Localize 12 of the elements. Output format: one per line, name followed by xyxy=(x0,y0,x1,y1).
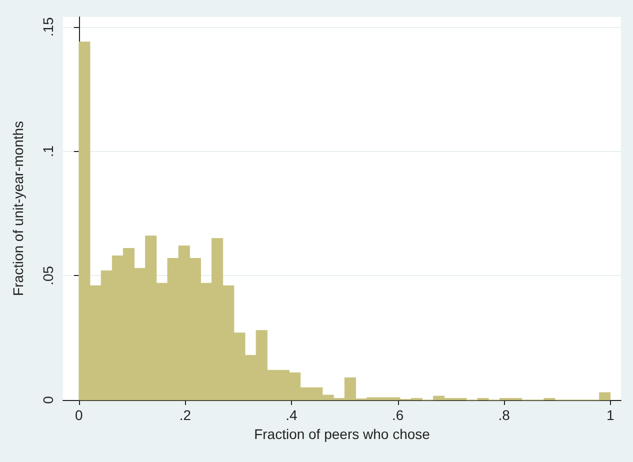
x-tick-label: .4 xyxy=(286,407,298,423)
x-tick-label: .8 xyxy=(498,407,510,423)
y-tick-label: .1 xyxy=(40,145,56,158)
x-tick-label: 0 xyxy=(75,407,84,423)
y-axis-title: Fraction of unit-year-months xyxy=(10,120,26,296)
x-tick-label: .6 xyxy=(392,407,404,423)
x-tick-label: 1 xyxy=(606,407,614,423)
y-tick-label: .05 xyxy=(40,266,56,286)
y-tick-label: 0 xyxy=(40,396,56,404)
x-axis-title: Fraction of peers who chose xyxy=(254,426,430,442)
x-tick-label: .2 xyxy=(179,407,192,423)
y-tick-label: .15 xyxy=(40,17,56,37)
